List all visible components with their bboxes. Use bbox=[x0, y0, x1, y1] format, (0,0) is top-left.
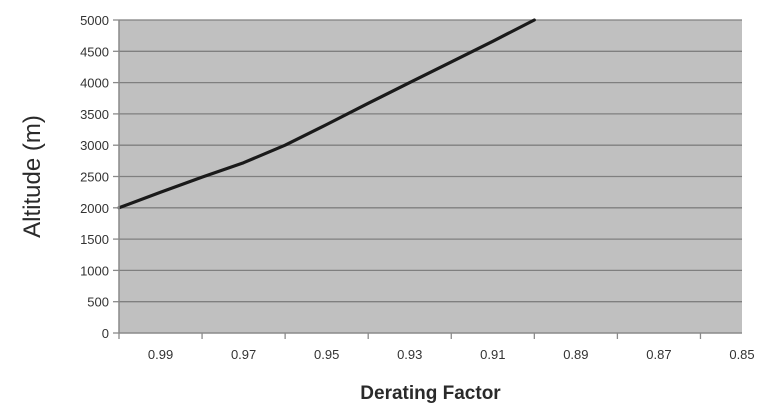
x-tick-label: 0.93 bbox=[397, 347, 422, 362]
y-tick-label: 3000 bbox=[80, 138, 109, 153]
y-tick-label: 500 bbox=[87, 295, 109, 310]
x-tick-label: 0.97 bbox=[231, 347, 256, 362]
y-axis-title: Altitude (m) bbox=[19, 115, 46, 238]
series-lines bbox=[117, 18, 536, 210]
y-tick-label: 2500 bbox=[80, 170, 109, 185]
x-tick-label: 0.89 bbox=[563, 347, 588, 362]
x-tick-label: 0.91 bbox=[480, 347, 505, 362]
x-axis-title: Derating Factor bbox=[360, 383, 501, 404]
y-tick-labels: 0 500 1000 1500 2000 2500 3000 3500 4000 4500 5000 bbox=[80, 13, 109, 341]
x-tick-label: 0.95 bbox=[314, 347, 339, 362]
gridlines bbox=[119, 19, 742, 303]
x-tick-label: 0.99 bbox=[148, 347, 173, 362]
axes bbox=[113, 19, 742, 339]
y-tick-label: 1500 bbox=[80, 232, 109, 247]
x-tick-label: 0.87 bbox=[646, 347, 671, 362]
y-tick-label: 2000 bbox=[80, 201, 109, 216]
y-tick-label: 4000 bbox=[80, 76, 109, 91]
y-tick-label: 0 bbox=[102, 326, 109, 341]
y-tick-label: 4500 bbox=[80, 44, 109, 59]
y-tick-label: 5000 bbox=[80, 13, 109, 28]
x-tick-labels: 0.99 0.97 0.95 0.93 0.91 0.89 0.87 0.85 bbox=[148, 347, 755, 362]
x-tick-label: 0.85 bbox=[729, 347, 754, 362]
y-tick-label: 3500 bbox=[80, 107, 109, 122]
series-line-1 bbox=[117, 18, 536, 210]
y-tick-label: 1000 bbox=[80, 263, 109, 278]
